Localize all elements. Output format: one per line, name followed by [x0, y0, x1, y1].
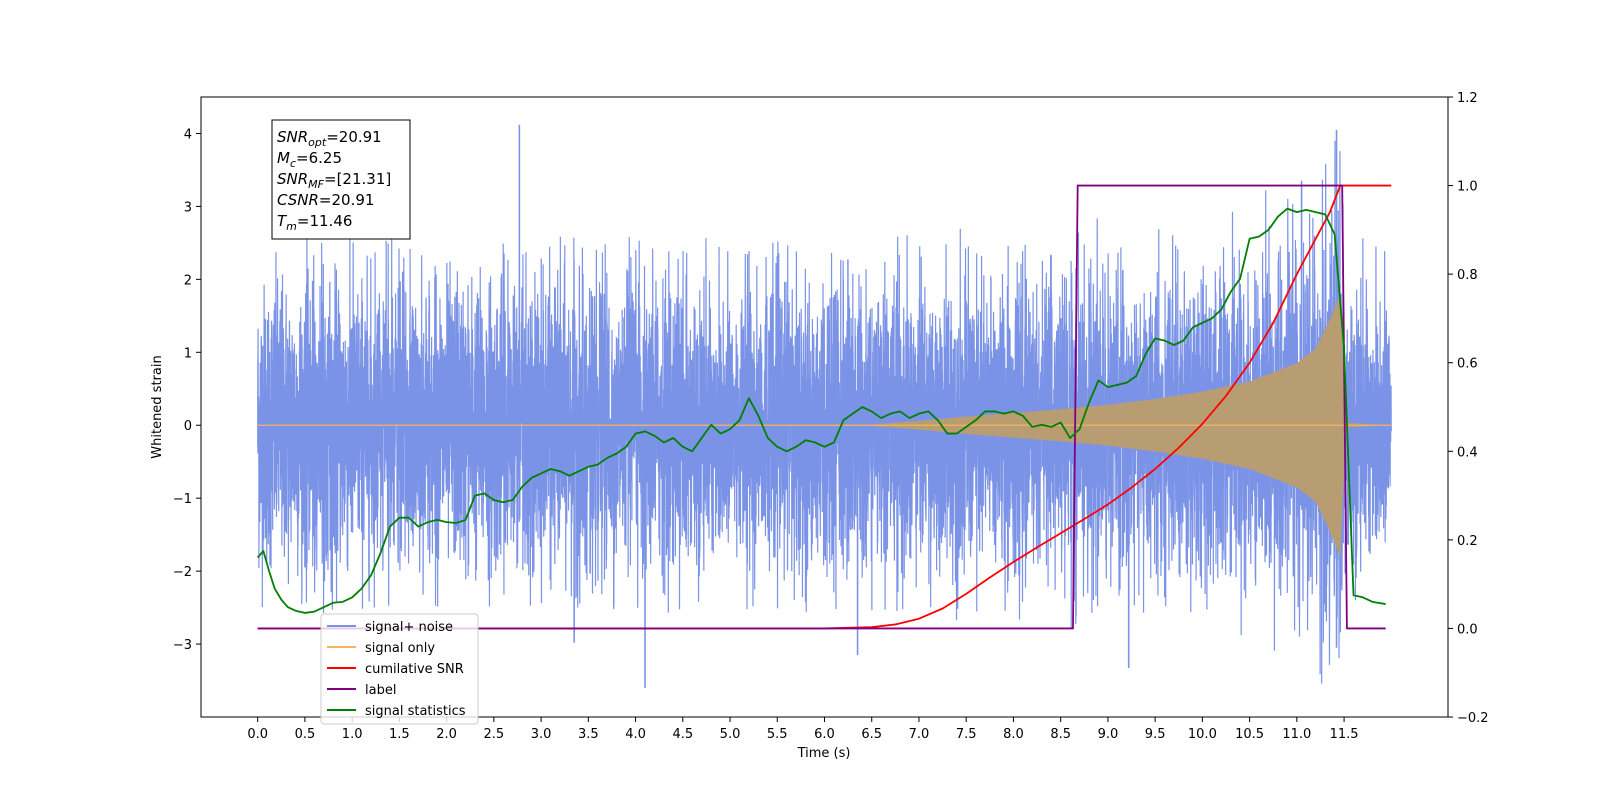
annotation-line: Tm=11.46 — [277, 212, 352, 233]
series-cumilative-snr — [257, 184, 1392, 630]
x-tick-label: 8.5 — [1050, 727, 1071, 742]
y2-tick-label: −0.2 — [1457, 711, 1489, 726]
annotation-subscript: opt — [308, 136, 327, 149]
legend-label: signal+ noise — [365, 620, 453, 635]
y-tick-label: −2 — [173, 565, 192, 580]
y2-tick-label: 1.2 — [1457, 91, 1478, 106]
x-tick-label: 5.0 — [720, 727, 741, 742]
y2-tick-label: 0.6 — [1457, 357, 1478, 372]
x-tick-label: 10.0 — [1188, 727, 1217, 742]
legend-label: label — [365, 683, 396, 698]
y2-tick-label: 0.0 — [1457, 622, 1478, 637]
y-tick-label: 1 — [184, 346, 192, 361]
x-tick-label: 1.0 — [342, 727, 363, 742]
x-tick-label: 3.5 — [578, 727, 599, 742]
stats-annotation-box: SNRopt=20.91Mc=6.25SNRMF=[21.31]CSNR=20.… — [271, 119, 411, 240]
y-tick-label: 0 — [184, 419, 192, 434]
y2-tick-label: 0.4 — [1457, 445, 1478, 460]
y2-tick-label: 0.2 — [1457, 534, 1478, 549]
annotation-symbol: SNR — [277, 128, 308, 146]
x-tick-label: 11.5 — [1330, 727, 1359, 742]
annotation-symbol: M — [277, 149, 290, 167]
x-tick-label: 7.0 — [909, 727, 930, 742]
x-tick-label: 1.5 — [389, 727, 410, 742]
annotation-value: =11.46 — [297, 212, 353, 230]
annotation-symbol: T — [277, 212, 288, 230]
annotation-value: =20.91 — [319, 191, 375, 209]
x-tick-label: 2.5 — [484, 727, 505, 742]
x-axis-title: Time (s) — [797, 746, 851, 761]
y-tick-label: −3 — [173, 638, 192, 653]
annotation-subscript: c — [290, 157, 296, 170]
annotation-symbol: CSNR — [277, 191, 319, 209]
series-layer — [256, 124, 1392, 688]
annotation-value: =20.91 — [326, 128, 382, 146]
annotation-symbol: SNR — [277, 170, 308, 188]
x-tick-label: 5.5 — [767, 727, 788, 742]
x-tick-label: 6.5 — [861, 727, 882, 742]
y-tick-label: 3 — [184, 200, 192, 215]
legend-label: cumilative SNR — [365, 662, 464, 677]
y-tick-label: −1 — [173, 492, 192, 507]
x-tick-label: 4.5 — [672, 727, 693, 742]
x-tick-label: 9.0 — [1098, 727, 1119, 742]
legend-label: signal statistics — [365, 704, 466, 719]
x-tick-label: 0.0 — [247, 727, 268, 742]
annotation-frame — [271, 119, 411, 240]
series-label — [257, 184, 1386, 630]
x-tick-label: 7.5 — [956, 727, 977, 742]
legend-label: signal only — [365, 641, 435, 656]
x-tick-label: 11.0 — [1282, 727, 1311, 742]
y-axis-right: −0.2 0.0 0.2 0.4 0.6 0.8 1.0 1.2 — [1448, 91, 1489, 726]
y-tick-label: 4 — [184, 127, 192, 142]
x-tick-label: 2.0 — [436, 727, 457, 742]
y-axis-left: −3 −2 −1 0 1 2 3 4 — [173, 127, 201, 653]
x-tick-label: 0.5 — [295, 727, 316, 742]
annotation-line: CSNR=20.91 — [277, 191, 374, 209]
legend: signal+ noise signal only cumilative SNR la… — [320, 613, 479, 725]
y-axis-title: Whitened strain — [150, 355, 165, 458]
annotation-value: =6.25 — [296, 149, 342, 167]
legend-frame — [320, 613, 479, 725]
y2-tick-label: 0.8 — [1457, 268, 1478, 283]
x-tick-label: 9.5 — [1145, 727, 1166, 742]
annotation-line: Mc=6.25 — [277, 149, 342, 170]
x-tick-label: 6.0 — [814, 727, 835, 742]
x-tick-label: 8.0 — [1003, 727, 1024, 742]
annotation-subscript: MF — [308, 178, 324, 191]
x-tick-label: 4.0 — [625, 727, 646, 742]
annotation-subscript: m — [286, 220, 297, 233]
annotation-value: =[21.31] — [324, 170, 391, 188]
x-tick-label: 3.0 — [531, 727, 552, 742]
x-axis: 0.0 0.5 1.0 1.5 2.0 2.5 3.0 3.5 4.0 4.5 5.0 5.5 6.0 6… — [247, 717, 1359, 742]
y2-tick-label: 1.0 — [1457, 180, 1478, 195]
annotation-line: SNRMF=[21.31] — [277, 170, 391, 191]
y-tick-label: 2 — [184, 273, 192, 288]
annotation-line: SNRopt=20.91 — [277, 128, 382, 149]
series-signal-statistics — [256, 207, 1386, 614]
x-tick-label: 10.5 — [1235, 727, 1264, 742]
